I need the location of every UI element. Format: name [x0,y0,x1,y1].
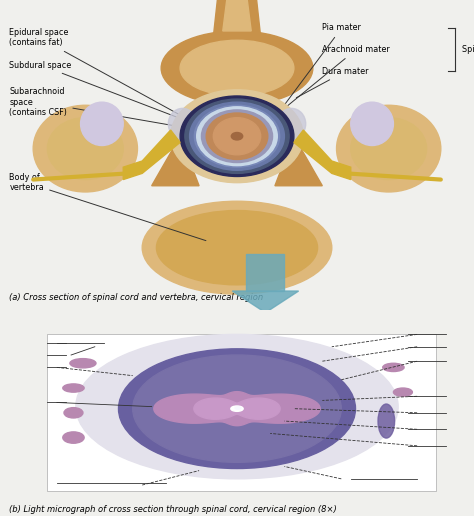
Ellipse shape [185,99,289,173]
Ellipse shape [351,102,393,146]
Text: Subarachnoid
space
(contains CSF): Subarachnoid space (contains CSF) [9,87,196,130]
Ellipse shape [33,105,137,192]
Polygon shape [213,0,261,37]
Text: Dura mater: Dura mater [296,67,369,98]
Circle shape [231,133,243,140]
Polygon shape [194,398,280,420]
Ellipse shape [190,102,284,170]
Ellipse shape [118,349,356,469]
Ellipse shape [161,31,313,105]
Polygon shape [246,254,284,291]
Text: Subdural space: Subdural space [9,60,192,123]
Text: Epidural space
(contains fat): Epidural space (contains fat) [9,28,182,116]
Ellipse shape [64,408,83,418]
Ellipse shape [142,201,332,294]
Ellipse shape [63,432,84,443]
Ellipse shape [383,363,404,372]
Ellipse shape [337,105,441,192]
Ellipse shape [393,388,412,396]
Polygon shape [275,136,322,186]
Text: Spinal meninges: Spinal meninges [462,45,474,54]
Ellipse shape [133,355,341,462]
Text: (b) Light micrograph of cross section through spinal cord, cervical region (8×): (b) Light micrograph of cross section th… [9,505,337,514]
Ellipse shape [180,96,294,176]
Ellipse shape [180,40,294,96]
Polygon shape [223,0,251,31]
Ellipse shape [197,107,277,166]
Ellipse shape [213,118,261,155]
Text: (a) Cross section of spinal cord and vertebra, cervical region: (a) Cross section of spinal cord and ver… [9,293,264,302]
Text: Body of
vertebra: Body of vertebra [9,173,206,240]
Circle shape [231,406,243,411]
Bar [47,334,436,491]
Ellipse shape [194,105,280,167]
Ellipse shape [277,108,306,139]
Ellipse shape [156,211,318,285]
Ellipse shape [351,118,427,180]
Circle shape [235,407,241,409]
Ellipse shape [201,110,273,163]
Ellipse shape [76,334,398,479]
Text: Arachnoid mater: Arachnoid mater [287,45,390,107]
Ellipse shape [206,113,268,159]
Ellipse shape [47,118,123,180]
Polygon shape [152,136,199,186]
Polygon shape [123,130,180,180]
Ellipse shape [171,90,303,183]
Ellipse shape [190,102,284,170]
Ellipse shape [168,108,197,139]
Polygon shape [294,130,351,180]
Text: Pia mater: Pia mater [276,23,361,116]
Ellipse shape [81,102,123,146]
Ellipse shape [63,384,84,392]
Polygon shape [154,392,320,426]
Ellipse shape [378,404,394,438]
Ellipse shape [70,359,96,368]
Polygon shape [232,291,299,313]
